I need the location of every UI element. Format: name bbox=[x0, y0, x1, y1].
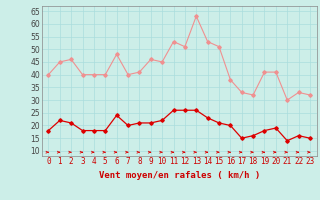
X-axis label: Vent moyen/en rafales ( km/h ): Vent moyen/en rafales ( km/h ) bbox=[99, 171, 260, 180]
